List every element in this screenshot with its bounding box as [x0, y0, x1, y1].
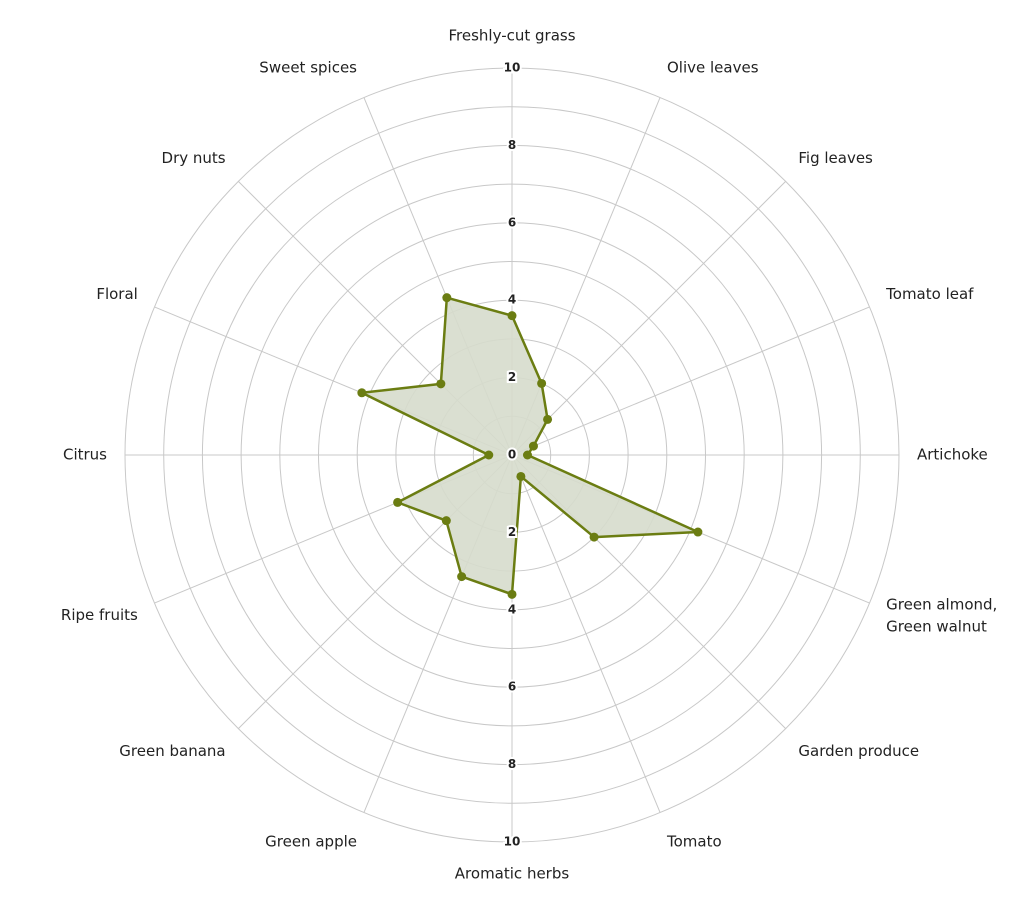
category-label: Green apple [265, 833, 357, 851]
category-label: Tomato leaf [885, 285, 974, 303]
data-point [589, 532, 599, 542]
r-tick-label: 8 [508, 757, 516, 771]
r-tick-label: 8 [508, 138, 516, 152]
data-point [543, 414, 553, 424]
data-point [516, 471, 526, 481]
data-point [528, 441, 538, 451]
spoke [511, 454, 661, 813]
category-label: Sweet spices [259, 58, 357, 76]
data-point [393, 497, 403, 507]
category-label: Aromatic herbs [455, 865, 570, 883]
spoke [511, 180, 787, 456]
category-label: Tomato [666, 833, 722, 851]
r-tick-label: 0 [508, 448, 516, 462]
r-tick-label: 10 [504, 61, 521, 75]
r-tick-label: 6 [508, 215, 516, 229]
r-tick-label: 10 [504, 835, 521, 849]
category-label: Green banana [119, 742, 225, 760]
data-point [441, 516, 451, 526]
data-point [522, 450, 532, 460]
data-point [442, 293, 452, 303]
data-point [457, 572, 467, 582]
category-label: Freshly-cut grass [448, 27, 575, 45]
data-point [436, 379, 446, 389]
category-label: Fig leaves [798, 149, 873, 167]
data-point [507, 311, 517, 321]
r-tick-label: 6 [508, 680, 516, 694]
data-point [507, 589, 517, 599]
category-label: Olive leaves [667, 58, 759, 76]
data-point [484, 450, 494, 460]
category-label: Green almond, Green walnut [886, 595, 997, 635]
category-label: Dry nuts [162, 149, 226, 167]
r-tick-label: 2 [508, 370, 516, 384]
data-point [693, 527, 703, 537]
spoke [511, 306, 870, 456]
data-point [357, 388, 367, 398]
r-tick-label: 2 [508, 525, 516, 539]
data-point [537, 378, 547, 388]
category-label: Artichoke [917, 446, 988, 464]
r-tick-label: 4 [508, 602, 516, 616]
category-label: Ripe fruits [61, 606, 138, 624]
category-label: Floral [96, 285, 138, 303]
r-tick-label: 4 [508, 293, 516, 307]
category-label: Citrus [63, 446, 107, 464]
category-label: Garden produce [798, 742, 919, 760]
